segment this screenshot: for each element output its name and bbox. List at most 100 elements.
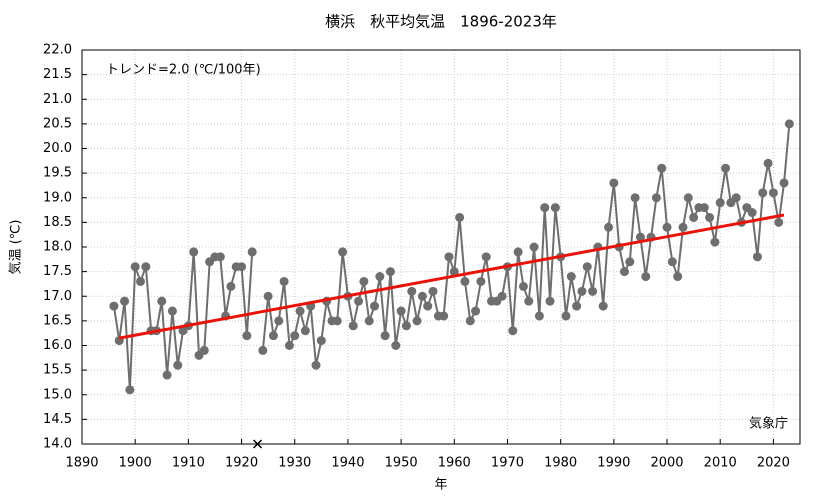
data-point [497, 291, 507, 301]
data-point [577, 286, 587, 296]
data-point [439, 311, 449, 321]
y-tick-label: 15.5 [43, 363, 72, 378]
data-point [444, 252, 454, 262]
data-point [258, 345, 268, 355]
data-point [295, 306, 305, 316]
data-point [630, 193, 640, 203]
data-point [290, 331, 300, 341]
x-tick-label: 1890 [65, 456, 98, 471]
data-point [699, 203, 709, 213]
data-point [635, 232, 645, 242]
data-point [710, 237, 720, 247]
data-point [109, 301, 119, 311]
data-point [529, 242, 539, 252]
data-point [354, 296, 364, 306]
data-point [316, 336, 326, 346]
data-point [540, 203, 550, 213]
data-point [237, 262, 247, 272]
data-point [651, 193, 661, 203]
data-point [274, 316, 284, 326]
data-point [763, 158, 773, 168]
data-point [189, 247, 199, 257]
annotation: トレンド=2.0 (℃/100年) [106, 63, 261, 78]
data-point [667, 257, 677, 267]
chart-title: 横浜 秋平均気温 1896-2023年 [325, 13, 557, 31]
x-tick-label: 1970 [491, 456, 524, 471]
data-point [561, 311, 571, 321]
x-tick-label: 1950 [385, 456, 418, 471]
y-tick-label: 14.0 [43, 437, 72, 452]
data-point [364, 316, 374, 326]
y-tick-label: 20.0 [43, 141, 72, 156]
y-tick-label: 15.0 [43, 387, 72, 402]
data-point [284, 341, 294, 350]
y-tick-label: 17.5 [43, 264, 72, 279]
data-point [380, 331, 390, 341]
x-tick-label: 2010 [704, 456, 737, 471]
y-tick-label: 19.5 [43, 166, 72, 181]
data-point [508, 326, 518, 336]
y-tick-label: 18.0 [43, 240, 72, 255]
data-point [731, 193, 741, 203]
data-point [518, 281, 528, 291]
y-tick-label: 19.0 [43, 190, 72, 205]
data-point [657, 163, 667, 173]
data-point [136, 276, 146, 286]
x-tick-label: 1990 [597, 456, 630, 471]
y-axis-label: 気温 (℃) [8, 220, 24, 275]
x-tick-label: 1980 [544, 456, 577, 471]
data-point [774, 217, 784, 227]
data-point [449, 267, 459, 277]
data-point [460, 276, 470, 286]
data-point [385, 267, 395, 277]
x-tick-label: 2020 [757, 456, 790, 471]
y-tick-label: 22.0 [43, 43, 72, 58]
data-point [721, 163, 731, 173]
x-tick-label: 2000 [650, 456, 683, 471]
data-point [476, 276, 486, 286]
data-point [747, 208, 757, 218]
y-tick-label: 16.5 [43, 313, 72, 328]
data-point [215, 252, 225, 262]
y-tick-label: 16.0 [43, 338, 72, 353]
data-point [582, 262, 592, 272]
data-point [513, 247, 523, 257]
y-tick-label: 14.5 [43, 412, 72, 427]
data-point [391, 341, 401, 350]
data-point [545, 296, 555, 306]
data-point [247, 247, 257, 257]
data-point [465, 316, 475, 326]
data-point [370, 301, 380, 311]
data-point [167, 306, 177, 316]
data-point [242, 331, 252, 341]
data-point [768, 188, 778, 198]
plot-frame [81, 49, 801, 445]
x-tick-label: 1960 [438, 456, 471, 471]
data-point [226, 281, 236, 291]
data-point [428, 286, 438, 296]
data-point [300, 326, 310, 336]
data-point [311, 360, 321, 370]
data-point [678, 222, 688, 232]
y-tick-label: 20.5 [43, 116, 72, 131]
data-point [130, 262, 140, 272]
data-point [375, 272, 385, 282]
data-point [604, 222, 614, 232]
y-tick-label: 21.0 [43, 92, 72, 107]
data-point [572, 301, 582, 311]
data-point [689, 212, 699, 222]
data-point [157, 296, 167, 306]
data-point [550, 203, 560, 213]
data-point [662, 222, 672, 232]
data-point [348, 321, 358, 331]
data-point [359, 276, 369, 286]
data-point [752, 252, 762, 262]
data-point [758, 188, 768, 198]
x-tick-label: 1910 [172, 456, 205, 471]
data-point [683, 193, 693, 203]
x-tick-label: 1920 [225, 456, 258, 471]
data-point [401, 321, 411, 331]
x-axis-label: 年 [434, 478, 447, 493]
data-point [619, 267, 629, 277]
